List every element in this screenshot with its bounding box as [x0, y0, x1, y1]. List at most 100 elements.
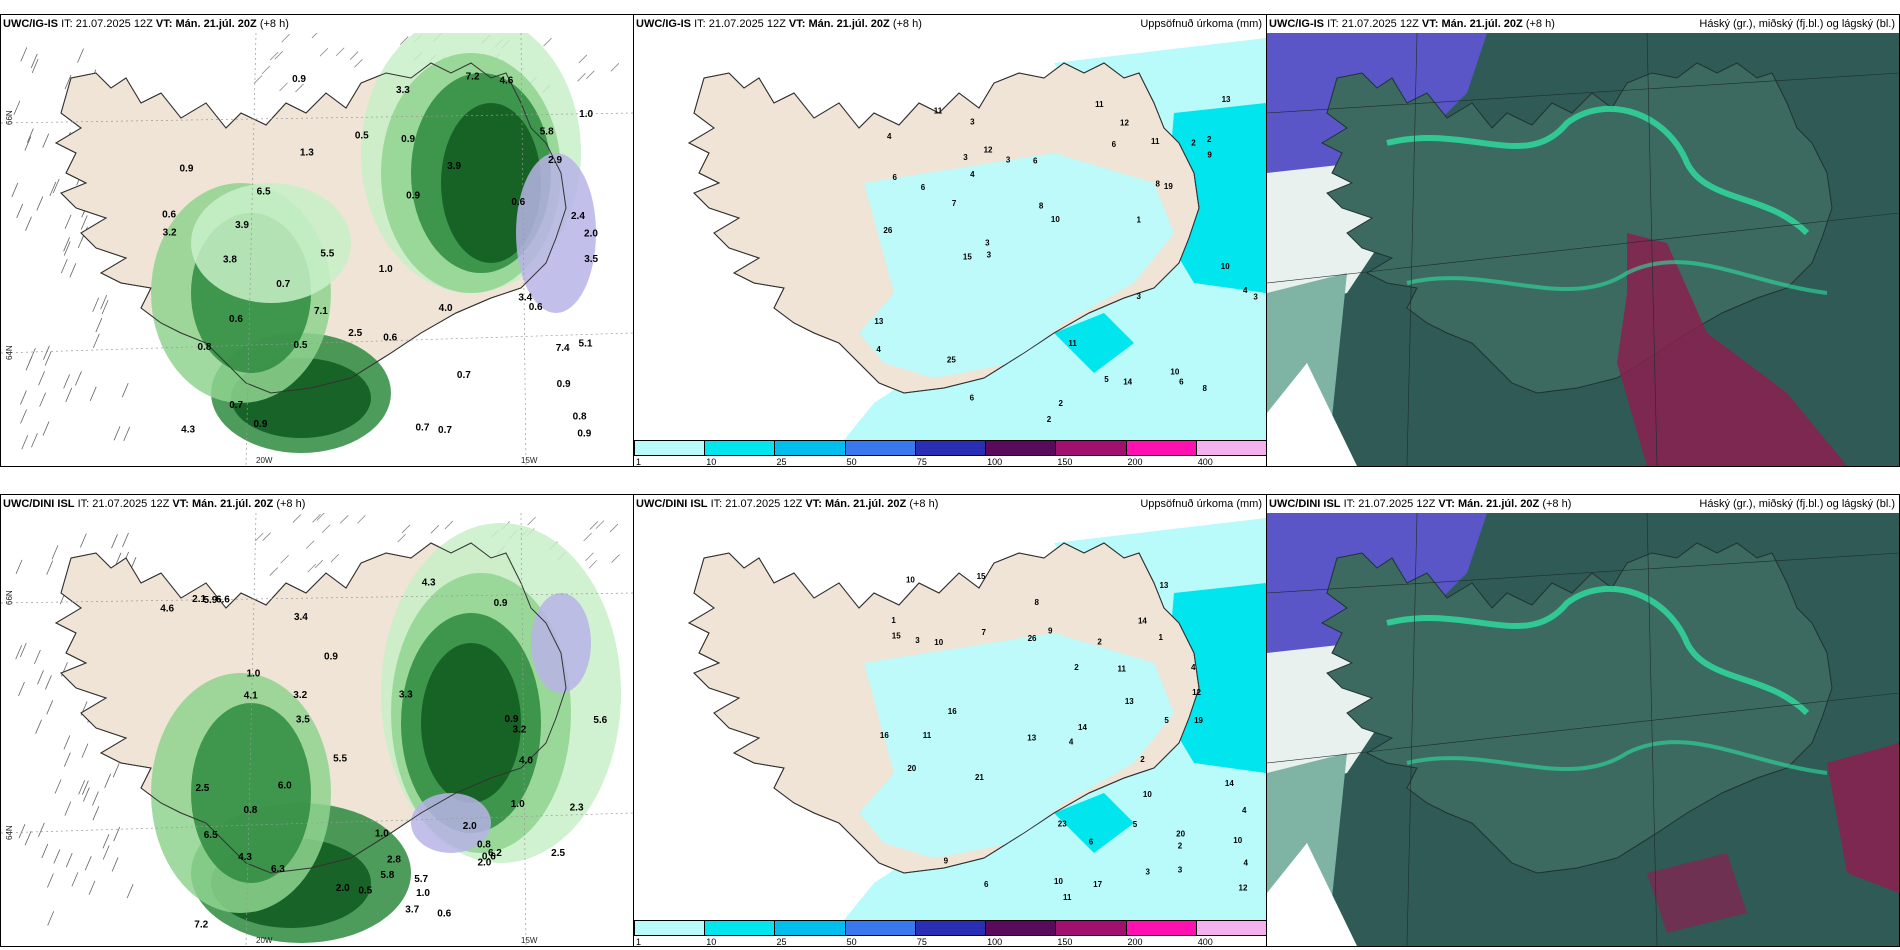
- acc-value: 5: [1104, 375, 1109, 384]
- lat-label: 66N: [5, 590, 14, 605]
- acc-value: 11: [1151, 137, 1160, 146]
- colorbar-tick: 200: [1128, 457, 1143, 467]
- acc-value: 10: [1170, 367, 1179, 376]
- acc-value: 10: [1143, 790, 1152, 799]
- lat-label: 66N: [5, 110, 14, 125]
- acc-value: 7: [952, 199, 957, 208]
- acc-value: 6: [1112, 140, 1117, 149]
- rain-value: 0.9: [254, 419, 268, 430]
- acc-value: 10: [1051, 215, 1060, 224]
- acc-value: 10: [906, 576, 915, 585]
- rain-value: 2.3: [570, 802, 584, 813]
- top-wind-rain-panel: UWC/IG-IS IT: 21.07.2025 12Z VT: Mán. 21…: [0, 14, 634, 467]
- panel-header: UWC/DINI ISL IT: 21.07.2025 12Z VT: Mán.…: [1267, 495, 1899, 513]
- colorbar-tick: 1: [636, 937, 641, 947]
- rain-value: 4.1: [244, 691, 258, 702]
- acc-value: 6: [970, 393, 975, 402]
- rain-value: 0.9: [577, 429, 591, 440]
- rain-value: 0.9: [292, 74, 306, 85]
- rain-value: 5.6: [593, 715, 607, 726]
- acc-value: 21: [975, 773, 984, 782]
- colorbar-swatch: [915, 440, 986, 456]
- colorbar-swatch: [1055, 920, 1126, 936]
- acc-value: 26: [883, 226, 892, 235]
- colorbar-tick: 50: [847, 457, 857, 467]
- rain-value: 1.0: [579, 109, 593, 120]
- acc-value: 15: [892, 632, 901, 641]
- rain-value: 0.6: [383, 333, 397, 344]
- rain-value: 1.0: [511, 799, 525, 810]
- rain-value: 7.1: [314, 306, 328, 317]
- lon-label: 15W: [521, 456, 538, 465]
- rain-value: 3.7: [405, 905, 419, 916]
- acc-value: 8: [1039, 201, 1044, 210]
- cloud-cover-map: [1267, 33, 1899, 466]
- acc-value: 3: [1146, 867, 1151, 876]
- colorbar-tick: 100: [987, 457, 1002, 467]
- colorbar-swatch: [634, 440, 705, 456]
- rain-value: 7.2: [466, 71, 480, 82]
- colorbar-tick: 10: [706, 457, 716, 467]
- rain-value: 6.2: [488, 848, 502, 859]
- rain-value: 1.3: [300, 148, 314, 159]
- rain-value: 0.9: [406, 190, 420, 201]
- acc-value: 2: [1191, 138, 1196, 147]
- colorbar-tick: 25: [776, 457, 786, 467]
- lon-label: 20W: [256, 936, 273, 945]
- acc-value: 3: [987, 251, 992, 260]
- colorbar-swatch: [845, 440, 916, 456]
- bottom-cloud-panel: UWC/DINI ISL IT: 21.07.2025 12Z VT: Mán.…: [1266, 494, 1900, 947]
- rain-value: 3.2: [512, 725, 526, 736]
- precip-colorbar: 1 10 25 50 75 100 150 200 400: [634, 920, 1266, 946]
- wind-precip-map: 2.0 2.8 3.3 4.6 5.6 6.5 5.8 2.5 0.9 1.0 0.8 2.5 0.5 0…: [1, 513, 633, 946]
- rain-value: 5.5: [333, 753, 347, 764]
- precip-title: Uppsöfnuð úrkoma (mm): [1140, 15, 1262, 33]
- rain-value: 0.7: [276, 279, 290, 290]
- rain-value: 3.4: [518, 293, 532, 304]
- lon-label: 15W: [521, 936, 538, 945]
- rain-value: 4.0: [519, 755, 533, 766]
- rain-value: 0.5: [358, 885, 372, 896]
- acc-value: 6: [892, 173, 897, 182]
- colorbar-swatch: [1126, 920, 1197, 936]
- acc-value: 16: [880, 731, 889, 740]
- rain-value: 1.0: [375, 828, 389, 839]
- colorbar-tick: 25: [776, 937, 786, 947]
- rain-value: 1.0: [379, 264, 393, 275]
- rain-value: 6.5: [204, 830, 218, 841]
- acc-value: 11: [923, 731, 932, 740]
- rain-value: 4.3: [181, 425, 195, 436]
- acc-value: 19: [1164, 182, 1173, 191]
- acc-value: 8: [1203, 384, 1208, 393]
- rain-value: 3.9: [447, 161, 461, 172]
- cloud-title: Háský (gr.), miðský (fj.bl.) og lágský (…: [1699, 15, 1895, 33]
- panel-header: UWC/DINI ISL IT: 21.07.2025 12Z VT: Mán.…: [634, 495, 1266, 513]
- rain-value: 4.3: [422, 577, 436, 588]
- acc-value: 11: [1095, 100, 1104, 109]
- rain-value: 0.9: [557, 379, 571, 390]
- acc-value: 12: [1120, 118, 1129, 127]
- rain-value: 7.2: [194, 920, 208, 931]
- rain-value: 0.8: [198, 342, 212, 353]
- rain-value: 0.9: [401, 134, 415, 145]
- acc-value: 14: [1123, 377, 1132, 386]
- top-precip-panel: UWC/IG-IS IT: 21.07.2025 12Z VT: Mán. 21…: [633, 14, 1267, 467]
- acc-value: 26: [1028, 634, 1037, 643]
- acc-value: 11: [1063, 893, 1072, 902]
- acc-value: 6: [984, 880, 989, 889]
- acc-value: 3: [963, 153, 968, 162]
- acc-value: 13: [1222, 95, 1231, 104]
- rain-value: 3.8: [223, 255, 237, 266]
- colorbar-tick: 75: [917, 937, 927, 947]
- colorbar-swatch: [634, 920, 705, 936]
- rain-value: 2.0: [336, 883, 350, 894]
- acc-value: 4: [887, 132, 892, 141]
- acc-value: 3: [915, 636, 920, 645]
- colorbar-swatch: [915, 920, 986, 936]
- acc-value: 13: [1027, 734, 1036, 743]
- cloud-title: Háský (gr.), miðský (fj.bl.) og lágský (…: [1699, 495, 1895, 513]
- acc-value: 3: [970, 117, 975, 126]
- rain-value: 0.8: [243, 805, 257, 816]
- acc-value: 20: [1176, 829, 1185, 838]
- top-cloud-panel: UWC/IG-IS IT: 21.07.2025 12Z VT: Mán. 21…: [1266, 14, 1900, 467]
